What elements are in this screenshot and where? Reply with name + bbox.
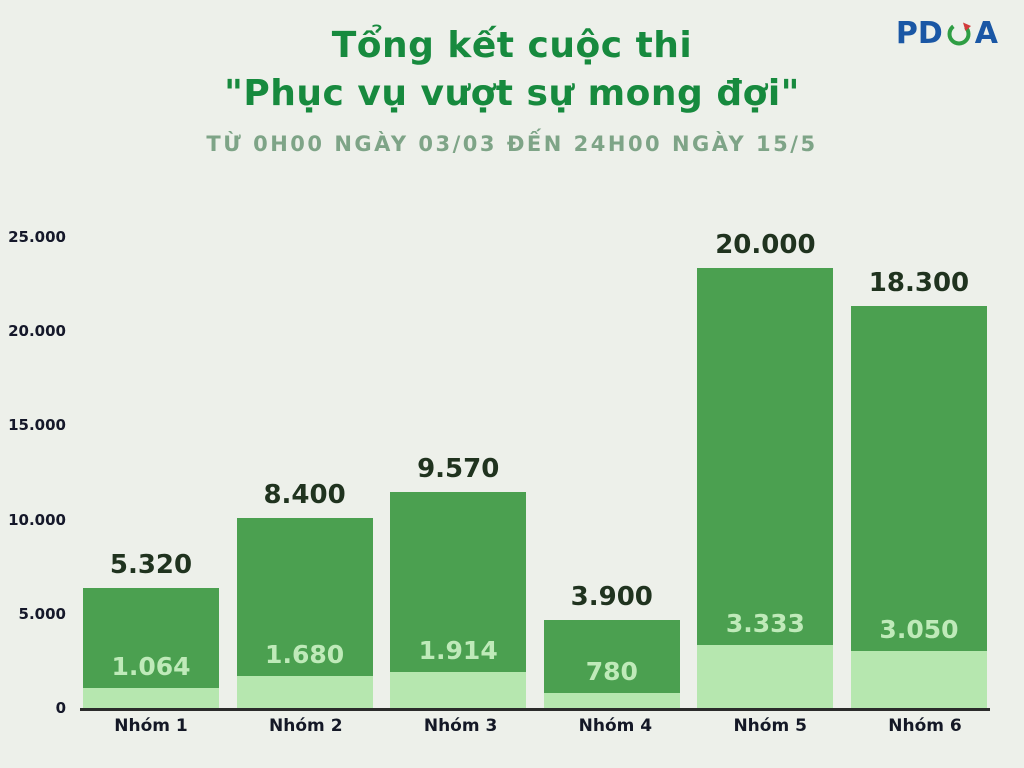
bar-light-segment bbox=[543, 693, 680, 708]
pdca-circle-icon bbox=[945, 21, 973, 47]
bar-dark-segment bbox=[697, 268, 834, 708]
bar-value-label: 3.900 bbox=[570, 581, 653, 612]
bar-light-segment bbox=[850, 650, 987, 708]
x-axis-label-6: Nhóm 6 bbox=[888, 716, 962, 736]
bar-value-label: 5.320 bbox=[109, 549, 193, 580]
y-tick-label: 5.000 bbox=[18, 604, 66, 623]
x-axis-labels: Nhóm 1 Nhóm 2 Nhóm 3 Nhóm 4 Nhóm 5 Nhóm 6 bbox=[80, 716, 996, 736]
bar-value-label: 18.300 bbox=[868, 267, 970, 298]
logo-text-prefix: PD bbox=[895, 16, 943, 51]
bar-group-5: 20.000 3.333 bbox=[697, 230, 834, 708]
bar-light-segment bbox=[697, 645, 834, 708]
y-tick-label: 25.000 bbox=[8, 228, 66, 246]
logo-text-suffix: A bbox=[974, 16, 998, 51]
y-tick-label: 15.000 bbox=[8, 416, 66, 435]
x-axis-label-5: Nhóm 5 bbox=[733, 716, 807, 736]
chart-header: Tổng kết cuộc thi "Phục vụ vượt sự mong … bbox=[0, 22, 1024, 156]
bar-dark-segment bbox=[83, 587, 219, 708]
bar-value-label: 8.400 bbox=[263, 480, 346, 511]
bar-inner-value-label: 780 bbox=[585, 657, 638, 687]
x-axis-label-1: Nhóm 1 bbox=[114, 716, 188, 736]
bar-dark-segment bbox=[390, 491, 527, 708]
bar-group-3: 9.570 1.914 bbox=[390, 237, 527, 708]
bar-inner-value-label: 1.914 bbox=[418, 635, 498, 665]
bar-light-segment bbox=[390, 671, 527, 708]
bar-inner-value-label: 1.680 bbox=[265, 640, 345, 670]
x-axis-label-4: Nhóm 4 bbox=[578, 716, 653, 736]
x-axis-label-2: Nhóm 2 bbox=[269, 716, 343, 736]
bar-group-1: 5.320 1.064 bbox=[83, 237, 219, 708]
bar-light-segment bbox=[83, 687, 219, 708]
bar-dark-segment bbox=[543, 619, 680, 708]
y-tick-label: 10.000 bbox=[8, 510, 66, 529]
chart-title-line1: Tổng kết cuộc thi bbox=[331, 25, 693, 66]
bar-light-segment bbox=[236, 676, 373, 708]
bar-inner-value-label: 3.333 bbox=[725, 609, 805, 639]
bar-inner-value-label: 1.064 bbox=[111, 651, 191, 681]
bar-inner-value-label: 3.050 bbox=[879, 614, 959, 644]
bar-value-label: 9.570 bbox=[417, 453, 500, 484]
y-tick-label: 0 bbox=[55, 699, 66, 717]
y-axis: 25.000 20.000 15.000 10.000 5.000 0 bbox=[0, 228, 66, 717]
chart-title-line2: "Phục vụ vượt sự mong đợi" bbox=[224, 73, 800, 114]
pdca-logo: PD A bbox=[896, 16, 998, 51]
bars-container: 5.320 1.064 8.400 1.680 9.570 1.914 3.900 780 20… bbox=[80, 230, 990, 708]
x-axis-label-3: Nhóm 3 bbox=[423, 716, 498, 736]
bar-dark-segment bbox=[236, 518, 373, 708]
chart-subtitle: TỪ 0H00 NGÀY 03/03 ĐẾN 24H00 NGÀY 15/5 bbox=[206, 132, 818, 156]
bar-group-2: 8.400 1.680 bbox=[236, 237, 373, 708]
bar-group-6: 18.300 3.050 bbox=[850, 237, 987, 708]
bar-value-label: 20.000 bbox=[715, 230, 816, 261]
plot-area: 5.320 1.064 8.400 1.680 9.570 1.914 3.900 780 20… bbox=[80, 230, 990, 711]
bar-group-4: 3.900 780 bbox=[543, 237, 680, 708]
y-tick-label: 20.000 bbox=[8, 322, 66, 341]
bar-dark-segment bbox=[850, 305, 987, 708]
